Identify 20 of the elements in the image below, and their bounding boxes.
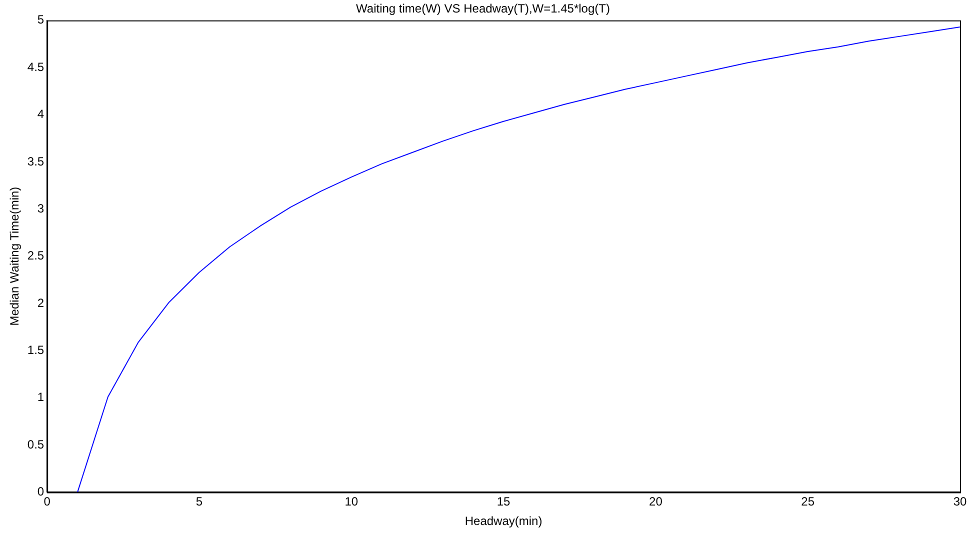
x-axis-title: Headway(min) [464, 514, 542, 528]
y-tick-label: 4.5 [27, 60, 44, 74]
y-tick-label: 3 [37, 201, 44, 216]
y-axis-title: Median Waiting Time(min) [8, 186, 22, 326]
y-tick-label: 0.5 [27, 437, 44, 452]
x-tick-label: 25 [801, 494, 815, 509]
y-tick-label: 3.5 [27, 154, 44, 168]
x-tick-label: 20 [649, 494, 663, 509]
x-tick-label: 5 [196, 494, 203, 509]
y-tick-label: 0 [37, 484, 44, 499]
x-tick-label: 15 [496, 494, 511, 509]
y-tick-label: 5 [37, 12, 44, 27]
y-tick-label: 1.5 [27, 342, 44, 357]
y-tick-label: 2 [37, 296, 44, 310]
x-tick-label: 10 [344, 494, 358, 509]
x-tick-label: 30 [953, 494, 967, 509]
chart-title: Waiting time(W) VS Headway(T),W=1.45*log(T) [356, 2, 610, 16]
y-tick-label: 2.5 [27, 248, 44, 263]
y-tick-label: 1 [37, 390, 44, 404]
y-tick-label: 4 [37, 107, 44, 122]
